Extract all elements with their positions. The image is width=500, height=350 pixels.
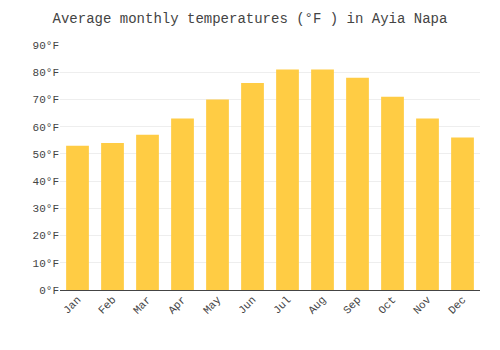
svg-text:Aug: Aug	[306, 294, 328, 316]
svg-text:0°F: 0°F	[39, 285, 59, 297]
svg-text:80°F: 80°F	[33, 67, 59, 79]
svg-text:Dec: Dec	[446, 294, 468, 316]
svg-text:20°F: 20°F	[33, 230, 59, 242]
svg-text:60°F: 60°F	[33, 122, 59, 134]
svg-text:Jul: Jul	[271, 294, 293, 316]
svg-text:May: May	[201, 294, 224, 317]
svg-text:Nov: Nov	[411, 294, 434, 317]
svg-text:Oct: Oct	[376, 294, 398, 316]
svg-text:40°F: 40°F	[33, 176, 59, 188]
svg-text:Jan: Jan	[61, 294, 83, 316]
svg-text:Average monthly temperatures (: Average monthly temperatures (°F ) in Ay…	[53, 11, 448, 27]
svg-text:90°F: 90°F	[33, 40, 59, 52]
svg-text:Jun: Jun	[236, 294, 258, 316]
svg-text:70°F: 70°F	[33, 94, 59, 106]
svg-text:Mar: Mar	[131, 294, 153, 316]
svg-text:Apr: Apr	[166, 294, 188, 316]
svg-text:Sep: Sep	[341, 294, 363, 316]
svg-text:30°F: 30°F	[33, 203, 59, 215]
svg-text:10°F: 10°F	[33, 258, 59, 270]
svg-text:50°F: 50°F	[33, 149, 59, 161]
svg-text:Feb: Feb	[96, 294, 118, 316]
